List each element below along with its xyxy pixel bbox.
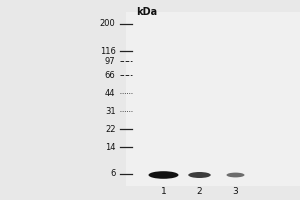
Text: 200: 200 [100,20,116,28]
Text: 14: 14 [105,142,116,152]
Text: 2: 2 [197,186,202,196]
Ellipse shape [226,173,244,177]
Text: 22: 22 [105,124,116,134]
Text: 116: 116 [100,46,116,55]
Text: kDa: kDa [136,7,158,17]
Text: 66: 66 [105,71,116,79]
Ellipse shape [148,171,178,179]
Text: 31: 31 [105,106,116,116]
Text: 1: 1 [160,186,166,196]
Ellipse shape [188,172,211,178]
Text: 97: 97 [105,56,116,66]
Text: 6: 6 [110,170,116,178]
Text: 44: 44 [105,88,116,98]
Text: 3: 3 [232,186,238,196]
FancyBboxPatch shape [126,12,300,186]
